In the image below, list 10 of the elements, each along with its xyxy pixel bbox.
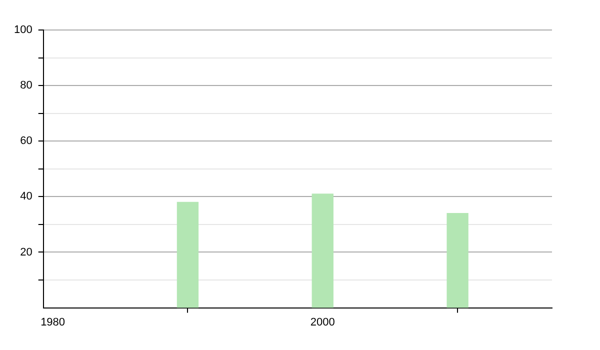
y-tick-label: 100 <box>14 24 32 36</box>
x-tick-label: 1980 <box>40 316 66 328</box>
bar <box>312 194 334 308</box>
y-tick-label: 40 <box>20 190 32 203</box>
y-tick-label: 60 <box>20 135 32 148</box>
bar <box>176 202 199 308</box>
y-tick-label: 80 <box>20 80 32 92</box>
bar <box>446 213 468 308</box>
y-tick-label: 20 <box>20 246 32 258</box>
x-tick-label: 2000 <box>310 316 335 328</box>
